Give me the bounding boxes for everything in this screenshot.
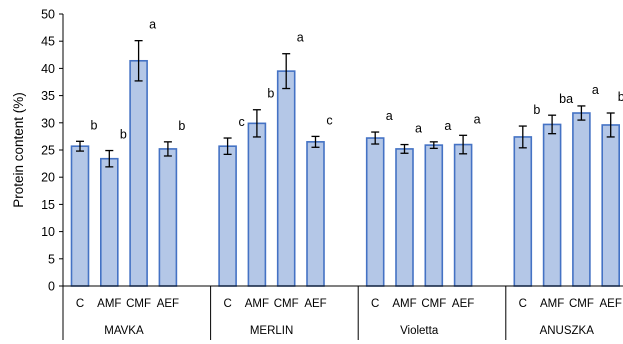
- significance-letter: b: [91, 118, 98, 132]
- x-category-label: CMF: [274, 298, 299, 310]
- significance-letter: a: [474, 112, 481, 126]
- x-category-label: AEF: [600, 298, 622, 310]
- bars-layer: bbabcbacaaaabbaaba: [70, 18, 623, 287]
- significance-letter: a: [149, 18, 156, 32]
- bar: [306, 141, 325, 287]
- bar: [365, 137, 385, 287]
- y-tick-label: 0: [48, 280, 55, 294]
- bar: [276, 70, 296, 287]
- bar: [601, 124, 621, 287]
- significance-letter: b: [533, 103, 540, 117]
- bar: [218, 145, 237, 287]
- bar: [542, 123, 562, 287]
- significance-letter: a: [444, 119, 451, 133]
- y-tick-label: 35: [41, 89, 55, 103]
- bar: [158, 148, 178, 287]
- x-category-label: CMF: [126, 298, 151, 310]
- x-category-label: CMF: [421, 298, 446, 310]
- bar: [453, 143, 473, 287]
- x-category-label: C: [223, 298, 231, 310]
- bar: [395, 148, 414, 287]
- x-category-label: AEF: [452, 298, 474, 310]
- x-category-label: AMF: [245, 298, 269, 310]
- significance-letter: a: [415, 122, 422, 136]
- bar: [572, 112, 591, 287]
- bar: [247, 122, 267, 287]
- y-axis-label: Protein content (%): [11, 92, 26, 208]
- group-label: ANUSZKA: [540, 325, 595, 337]
- x-category-label: AMF: [97, 298, 121, 310]
- y-tick-label: 10: [41, 225, 55, 239]
- bar: [424, 144, 444, 287]
- y-tick-label: 25: [41, 144, 55, 158]
- y-tick-label: 5: [48, 252, 55, 266]
- group-label: MERLIN: [250, 325, 293, 337]
- x-category-label: AMF: [392, 298, 416, 310]
- group-label: Violetta: [400, 325, 439, 337]
- y-tick-label: 40: [41, 62, 55, 76]
- significance-letter: c: [238, 115, 244, 129]
- significance-letter: ba: [618, 90, 623, 104]
- significance-letter: b: [178, 119, 185, 133]
- x-category-label: CMF: [569, 298, 594, 310]
- y-tick-label: 45: [41, 35, 55, 49]
- x-axis: C AMF CMF AEF MAVKA C AMF CMF AEF MERLIN C AMF CMF AE…: [62, 285, 623, 340]
- x-category-label: AMF: [540, 298, 564, 310]
- x-category-label: AEF: [304, 298, 326, 310]
- group-label: MAVKA: [104, 325, 144, 337]
- y-tick-label: 30: [41, 116, 55, 130]
- bar: [513, 136, 533, 287]
- y-tick-label: 20: [41, 171, 55, 185]
- bar: [129, 59, 148, 287]
- significance-letter: c: [326, 113, 332, 127]
- x-category-label: C: [371, 298, 379, 310]
- x-category-label: AEF: [157, 298, 179, 310]
- significance-letter: b: [267, 87, 274, 101]
- y-axis: 0 5 10 15 20 25 30 35 40 45 50: [41, 8, 64, 294]
- significance-letter: b: [120, 128, 127, 142]
- bar: [100, 157, 119, 287]
- x-category-label: C: [519, 298, 527, 310]
- significance-letter: a: [386, 109, 393, 123]
- significance-letter: ba: [559, 92, 573, 106]
- y-tick-label: 50: [41, 8, 55, 22]
- y-tick-label: 15: [41, 198, 55, 212]
- significance-letter: a: [297, 31, 304, 45]
- significance-letter: a: [592, 83, 599, 97]
- bar: [70, 145, 90, 287]
- x-category-label: C: [76, 298, 84, 310]
